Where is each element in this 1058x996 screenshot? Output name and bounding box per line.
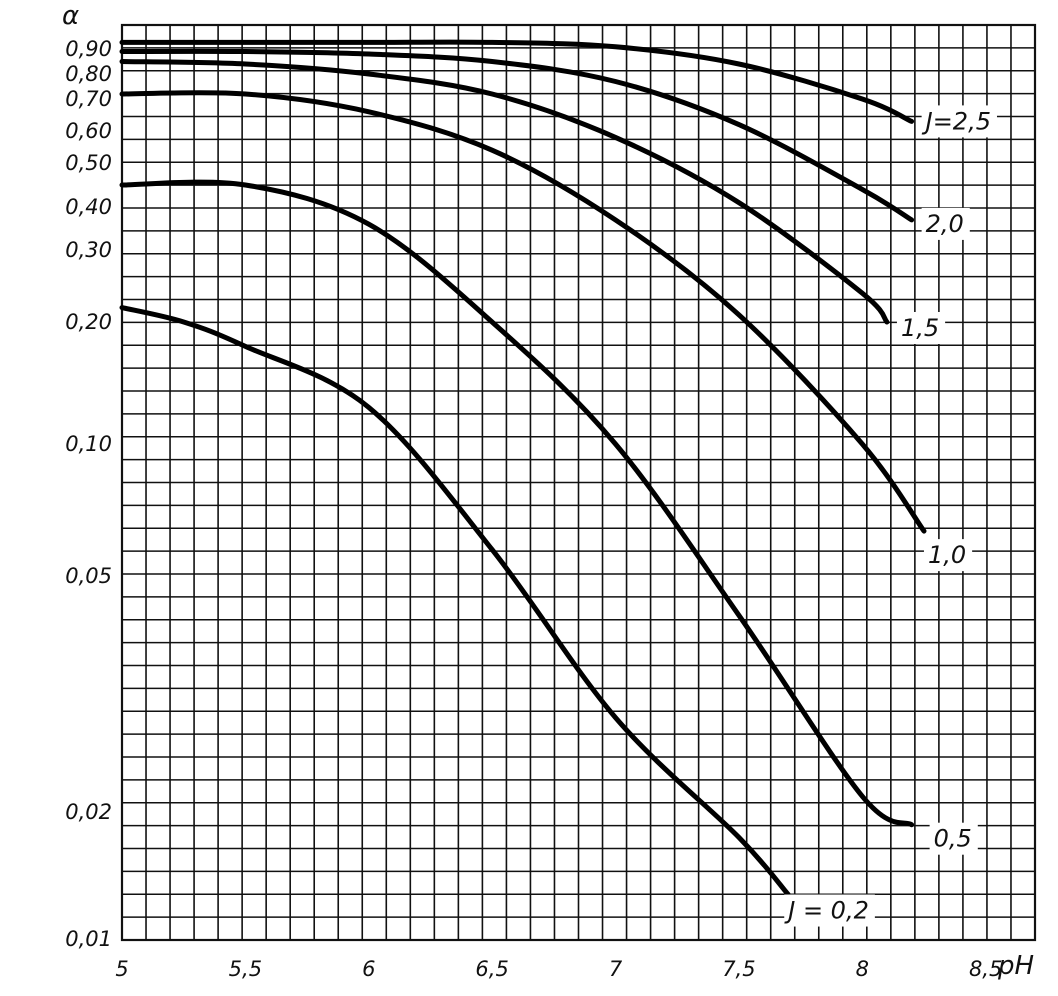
y-tick-label: 0,50 <box>65 151 112 175</box>
y-tick-label: 0,80 <box>65 62 112 86</box>
y-tick-label: 0,02 <box>65 800 112 824</box>
series-label-background <box>929 822 978 855</box>
plot-frame <box>120 23 1037 942</box>
y-tick-label: 0,20 <box>65 310 112 334</box>
series-line <box>119 39 915 124</box>
series-line <box>119 59 890 325</box>
series-label-background <box>923 539 973 572</box>
x-tick-label: 8,5 <box>969 957 1002 981</box>
y-tick-label: 0,10 <box>65 432 112 456</box>
x-tick-label: 7 <box>609 957 623 981</box>
grid <box>122 25 1035 940</box>
y-tick-label: 0,60 <box>65 119 112 143</box>
series-label: J=2,5 <box>922 107 991 135</box>
series-label: J = 0,2 <box>784 897 869 925</box>
curve-labels: J=2,5 2,0 1,5 1,0 0,5 J = 0,2 <box>784 105 997 927</box>
curves <box>119 39 927 897</box>
x-tick-label: 6 <box>362 957 375 981</box>
ticks: 0,900,800,70 0,60 0,50 0,40 0,30 0,20 0,10 0,05… <box>65 37 1002 981</box>
y-tick-label: 0,30 <box>65 238 112 262</box>
x-tick-label: 7,5 <box>722 957 755 981</box>
y-axis-title: α <box>62 1 79 31</box>
series-line <box>119 48 915 223</box>
y-tick-label: 0,40 <box>65 195 112 219</box>
y-tick-label: 0,01 <box>65 927 112 951</box>
x-tick-label: 5 <box>115 957 128 981</box>
y-tick-label: 0,70 <box>65 87 112 111</box>
series-line <box>119 179 915 828</box>
series-label: 0,5 <box>934 825 972 853</box>
x-tick-label: 5,5 <box>229 957 262 981</box>
x-tick-label: 6,5 <box>475 957 508 981</box>
x-tick-label: 8 <box>856 957 869 981</box>
y-tick-label: 0,90 <box>65 37 112 61</box>
series-label: 1,5 <box>901 314 939 342</box>
series-label-background <box>921 207 970 240</box>
series-label: 1,0 <box>928 541 966 569</box>
x-axis-title: pH <box>997 951 1034 981</box>
series-label-background <box>784 894 875 927</box>
series-label: 2,0 <box>926 210 964 238</box>
series-label-background <box>896 312 946 344</box>
y-tick-label: 0,05 <box>65 564 112 588</box>
series-line <box>119 305 791 897</box>
series-label-background <box>921 105 997 138</box>
series-line <box>119 90 927 534</box>
